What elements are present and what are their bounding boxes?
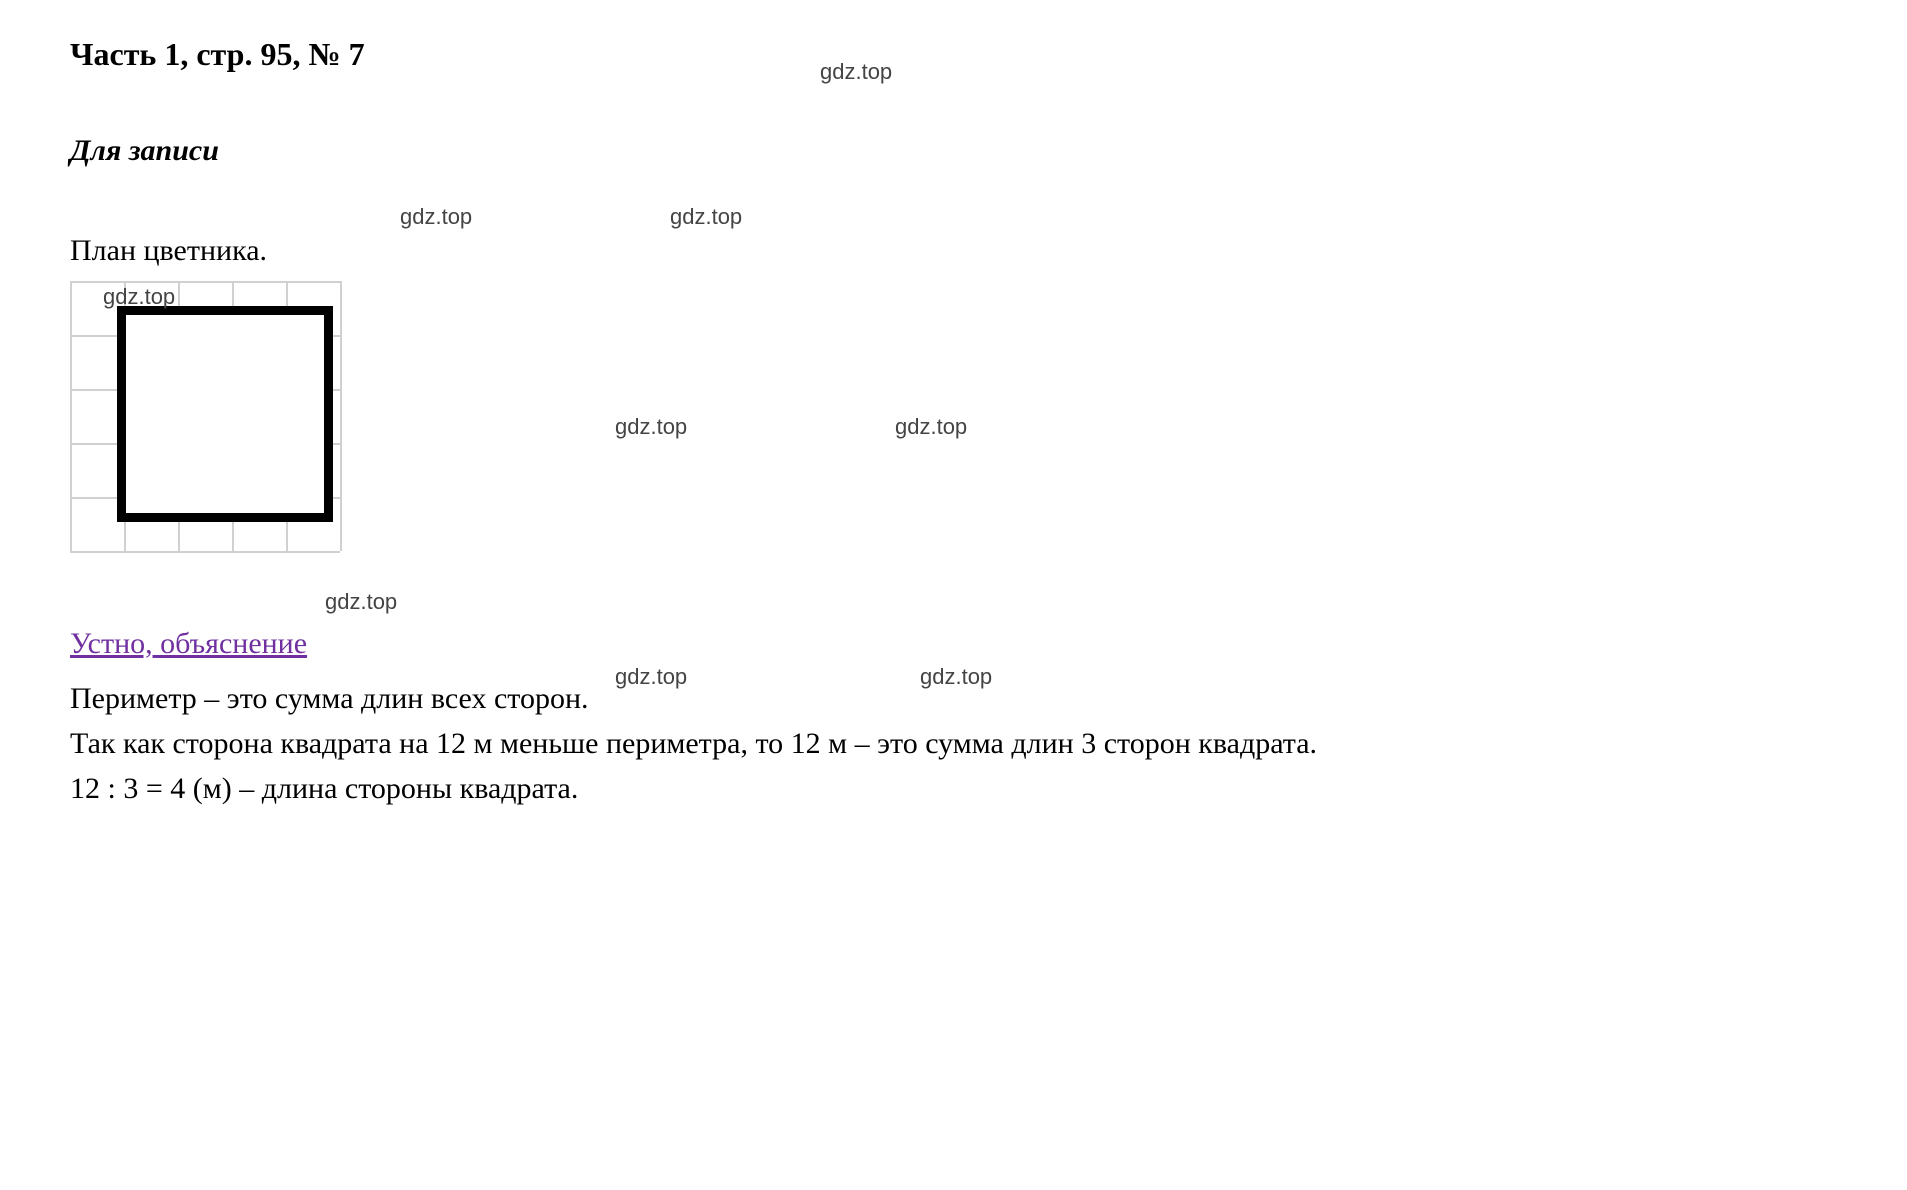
grid-line-vertical: [70, 281, 72, 551]
grid-line-vertical: [340, 281, 342, 551]
grid-line-horizontal: [70, 281, 340, 283]
explanation-header: Устно, объяснение: [70, 621, 1837, 666]
watermark: gdz.top: [325, 585, 397, 618]
explanation-line: Так как сторона квадрата на 12 м меньше …: [70, 721, 1837, 766]
explanation-body: Периметр – это сумма длин всех сторон. Т…: [70, 676, 1837, 811]
grid-diagram: [70, 281, 340, 551]
plan-label: План цветника.: [70, 228, 1837, 273]
grid-line-horizontal: [70, 551, 340, 553]
watermark: gdz.top: [895, 410, 967, 443]
explanation-line: 12 : 3 = 4 (м) – длина стороны квадрата.: [70, 766, 1837, 811]
section-subtitle: Для записи: [70, 128, 1837, 173]
watermark: gdz.top: [615, 410, 687, 443]
page-title: Часть 1, стр. 95, № 7: [70, 30, 1837, 78]
square-shape: [117, 306, 333, 522]
explanation-line: Периметр – это сумма длин всех сторон.: [70, 676, 1837, 721]
